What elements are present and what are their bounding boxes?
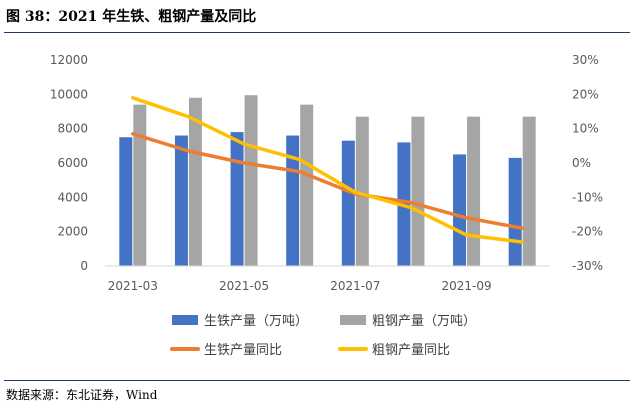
bar-series-1-2021-04 <box>174 135 188 266</box>
right-y-tick-label: -20% <box>572 225 603 239</box>
bar-series-2-2021-09 <box>467 116 481 267</box>
x-axis: 2021-03 2021-05 2021-07 2021-09 <box>108 279 492 293</box>
right-y-tick-label: 30% <box>572 53 599 67</box>
x-tick-label: 2021-03 <box>108 279 158 293</box>
bars-layer <box>119 95 536 267</box>
right-y-tick-label: 10% <box>572 122 599 136</box>
legend-label-4: 粗钢产量同比 <box>372 343 450 358</box>
x-tick-label: 2021-07 <box>330 279 380 293</box>
bar-series-2-2021-07 <box>355 116 369 267</box>
bar-series-2-2021-04 <box>188 97 202 266</box>
bar-series-2-2021-10 <box>522 116 536 267</box>
left-y-tick-label: 0 <box>80 259 88 273</box>
bar-series-2-2021-06 <box>300 104 314 266</box>
bar-series-1-2021-06 <box>286 135 300 266</box>
bar-series-2-2021-08 <box>411 116 425 267</box>
x-tick-label: 2021-09 <box>441 279 491 293</box>
figure-title: 图 38：2021 年生铁、粗钢产量及同比 <box>6 9 257 25</box>
left-y-tick-label: 2000 <box>57 225 88 239</box>
right-y-tick-label: 0% <box>572 156 591 170</box>
right-y-tick-label: 20% <box>572 87 599 101</box>
legend-label-2: 粗钢产量（万吨） <box>372 314 476 329</box>
left-y-tick-label: 4000 <box>57 190 88 204</box>
right-y-axis: 30% 20% 10% 0% -10% -20% -30% <box>572 53 603 273</box>
legend: 生铁产量（万吨） 粗钢产量（万吨） 生铁产量同比 粗钢产量同比 <box>170 314 476 358</box>
bar-series-1-2021-07 <box>341 140 355 266</box>
left-y-tick-label: 10000 <box>50 87 88 101</box>
legend-label-3: 生铁产量同比 <box>204 343 282 358</box>
left-y-tick-label: 6000 <box>57 156 88 170</box>
legend-swatch-1 <box>172 315 198 325</box>
right-y-tick-label: -30% <box>572 259 603 273</box>
left-y-tick-label: 12000 <box>50 53 88 67</box>
bar-series-1-2021-03 <box>119 137 133 266</box>
lines-layer <box>131 96 524 244</box>
x-tick-label: 2021-05 <box>219 279 269 293</box>
bar-series-2-2021-05 <box>244 95 258 266</box>
bar-series-1-2021-10 <box>508 157 522 266</box>
legend-label-1: 生铁产量（万吨） <box>204 314 308 329</box>
line-series-2 <box>131 96 524 244</box>
chart: 0 2000 4000 6000 8000 10000 12000 30% 20% 10% 0% -… <box>50 53 603 358</box>
right-y-tick-label: -10% <box>572 190 603 204</box>
bar-series-1-2021-09 <box>453 154 467 266</box>
left-y-tick-label: 8000 <box>57 122 88 136</box>
left-y-axis: 0 2000 4000 6000 8000 10000 12000 <box>50 53 88 273</box>
source-note: 数据来源：东北证券，Wind <box>6 388 158 402</box>
source-divider <box>4 380 630 381</box>
line-series-1 <box>131 132 524 230</box>
bar-series-1-2021-05 <box>230 132 244 266</box>
bar-series-2-2021-03 <box>133 104 147 266</box>
legend-swatch-2 <box>340 315 366 325</box>
title-divider <box>4 32 630 33</box>
